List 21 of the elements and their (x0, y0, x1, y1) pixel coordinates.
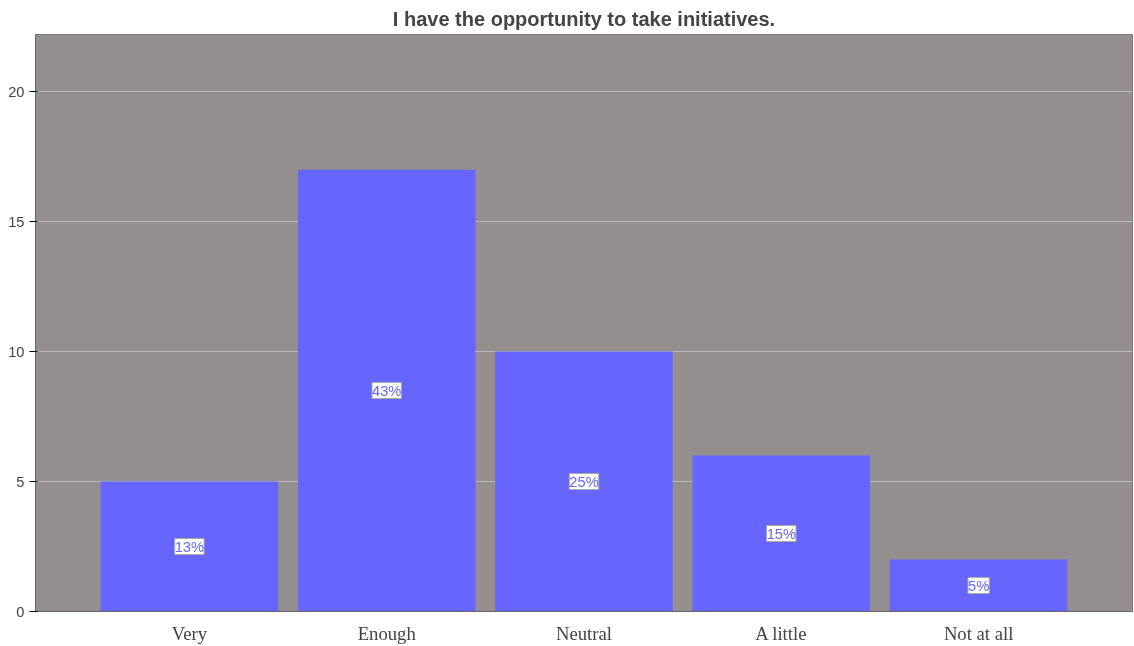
annotation: 13% (174, 538, 205, 555)
y-tick-label: 15 (8, 213, 25, 230)
annotation: 43% (372, 382, 402, 399)
y-tick-label: 10 (8, 343, 25, 360)
x-tick-label: Neutral (556, 622, 612, 644)
annotation: 25% (569, 473, 599, 490)
annotation: 5% (968, 577, 990, 594)
x-tick-label: A little (755, 622, 807, 644)
bar (100, 481, 279, 612)
bar (495, 351, 673, 612)
x-tick-label: Very (171, 622, 208, 644)
x-tick-label: Not at all (943, 622, 1014, 644)
y-tick-label: 0 (16, 603, 25, 620)
bar (297, 169, 476, 612)
y-tick-label: 20 (8, 83, 25, 100)
annotation: 15% (766, 525, 796, 542)
bar (889, 559, 1068, 612)
chart-title: I have the opportunity to take initiatives. (392, 7, 776, 30)
x-tick-label: Enough (357, 622, 417, 644)
y-tick-label: 5 (16, 473, 25, 490)
bar (692, 455, 871, 612)
